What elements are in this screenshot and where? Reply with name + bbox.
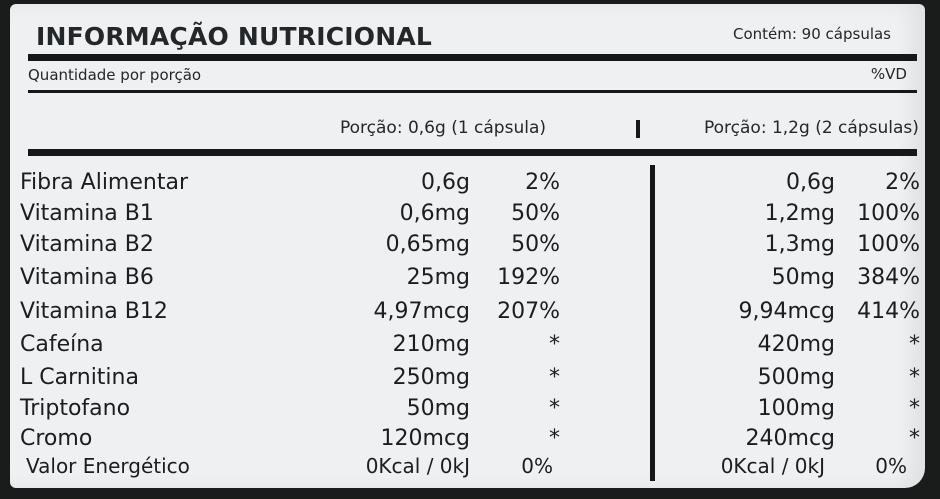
vd-double: 414% (857, 299, 920, 324)
portion-double: Porção: 1,2g (2 cápsulas) (704, 118, 919, 138)
amount-single: 50mg (406, 396, 470, 421)
vd-single: 2% (525, 170, 560, 195)
vd-double: * (909, 365, 920, 390)
label-title: INFORMAÇÃO NUTRICIONAL (36, 22, 433, 51)
vd-single: 192% (497, 265, 560, 290)
vd-double: * (909, 332, 920, 357)
nutrient-name: Cromo (20, 426, 93, 451)
amount-single: 0,65mg (385, 232, 470, 257)
nutrient-row: L Carnitina 250mg * 500mg * (10, 365, 925, 398)
vd-double: 2% (885, 170, 920, 195)
nutrient-name: Vitamina B12 (20, 299, 168, 324)
amount-single: 0Kcal / 0kJ (365, 454, 470, 478)
portion-single: Porção: 0,6g (1 cápsula) (340, 118, 547, 138)
vd-double: * (909, 426, 920, 451)
vd-double: * (909, 396, 920, 421)
vd-double: 384% (857, 265, 920, 290)
amount-single: 25mg (406, 265, 470, 290)
nutrient-row: Vitamina B12 4,97mcg 207% 9,94mcg 414% (10, 299, 925, 332)
amount-single: 0,6g (421, 170, 470, 195)
nutrient-name: Vitamina B1 (20, 201, 154, 226)
nutrient-name: Valor Energético (26, 454, 190, 478)
divider-top (28, 54, 917, 61)
amount-double: 500mg (757, 365, 835, 390)
nutrient-row: Cromo 120mcg * 240mcg * (10, 426, 925, 459)
divider-subheader (28, 90, 917, 93)
column-divider (650, 165, 655, 481)
contents-count: Contém: 90 cápsulas (732, 25, 891, 43)
vd-double: 0% (875, 454, 907, 478)
amount-double: 100mg (757, 396, 835, 421)
nutrient-name: Vitamina B2 (20, 232, 154, 257)
amount-double: 1,2mg (764, 201, 835, 226)
nutrient-name: Triptofano (20, 396, 131, 421)
quantity-per-portion-label: Quantidade por porção (28, 66, 202, 84)
nutrient-row: Triptofano 50mg * 100mg * (10, 396, 925, 429)
nutrient-row: Vitamina B2 0,65mg 50% 1,3mg 100% (10, 232, 925, 265)
amount-double: 420mg (757, 332, 835, 357)
vd-single: * (549, 332, 560, 357)
vd-single: * (549, 365, 560, 390)
vd-single: 50% (511, 201, 560, 226)
amount-double: 50mg (771, 265, 835, 290)
amount-double: 240mcg (745, 426, 835, 451)
vd-single: * (549, 396, 560, 421)
nutrient-name: Vitamina B6 (20, 265, 154, 290)
nutrient-name: L Carnitina (20, 365, 139, 390)
nutrient-row: Vitamina B6 25mg 192% 50mg 384% (10, 265, 925, 298)
vd-single: 50% (511, 232, 560, 257)
amount-single: 0,6mg (399, 201, 470, 226)
amount-single: 4,97mcg (373, 299, 470, 324)
nutrient-row: Fibra Alimentar 0,6g 2% 0,6g 2% (10, 170, 925, 203)
vd-single: * (549, 426, 560, 451)
vd-double: 100% (857, 232, 920, 257)
amount-double: 0Kcal / 0kJ (720, 454, 825, 478)
nutrient-row: Vitamina B1 0,6mg 50% 1,2mg 100% (10, 201, 925, 234)
amount-single: 120mcg (380, 426, 470, 451)
nutrient-row: Cafeína 210mg * 420mg * (10, 332, 925, 365)
amount-single: 210mg (392, 332, 470, 357)
vd-label: %VD (870, 65, 907, 83)
portion-separator (636, 120, 640, 138)
nutrient-name: Cafeína (20, 332, 104, 357)
nutrition-label: INFORMAÇÃO NUTRICIONAL Contém: 90 cápsul… (10, 4, 925, 488)
vd-single: 0% (521, 454, 553, 478)
divider-table-top (28, 149, 917, 156)
amount-double: 1,3mg (764, 232, 835, 257)
amount-single: 250mg (392, 365, 470, 390)
nutrient-row: Valor Energético 0Kcal / 0kJ 0% 0Kcal / … (10, 454, 925, 487)
nutrient-name: Fibra Alimentar (20, 170, 188, 195)
vd-double: 100% (857, 201, 920, 226)
vd-single: 207% (497, 299, 560, 324)
amount-double: 9,94mcg (738, 299, 835, 324)
amount-double: 0,6g (786, 170, 835, 195)
